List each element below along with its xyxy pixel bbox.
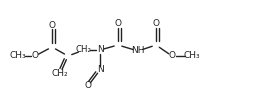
Text: CH₂: CH₂ [52,69,68,78]
Text: NH: NH [131,47,145,56]
Text: O: O [169,52,175,60]
Text: O: O [114,20,122,29]
Text: CH₃: CH₃ [184,52,200,60]
Text: CH₃: CH₃ [10,52,26,60]
Text: N: N [97,65,103,74]
Text: O: O [48,21,55,30]
Text: CH₂: CH₂ [76,46,92,55]
Text: O: O [84,81,92,90]
Text: O: O [32,52,38,60]
Text: O: O [153,20,159,29]
Text: N: N [97,46,103,55]
